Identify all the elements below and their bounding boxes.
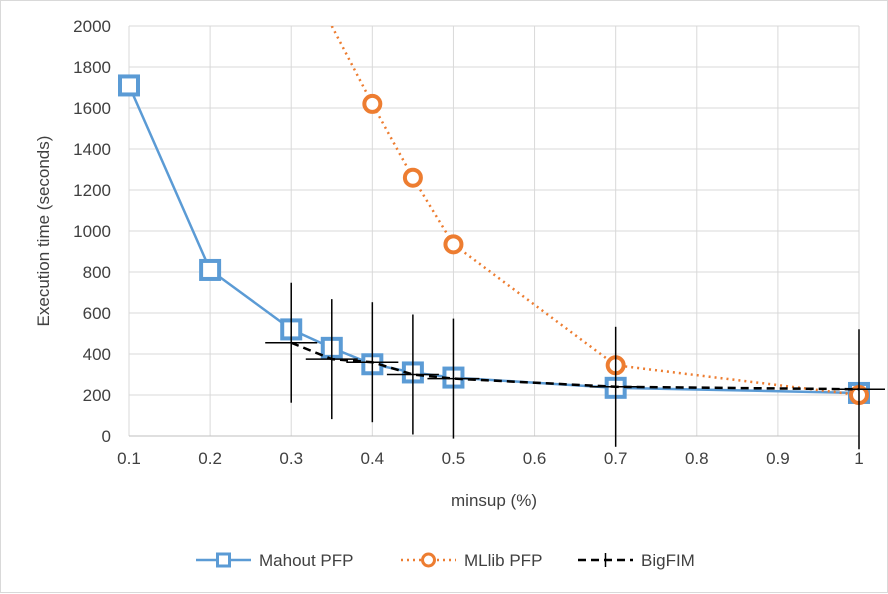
y-tick-label: 1800 (73, 58, 111, 77)
x-tick-label: 0.9 (766, 449, 790, 468)
legend-item-mllib-pfp: MLlib PFP (401, 551, 542, 570)
y-tick-label: 2000 (73, 17, 111, 36)
x-axis-title: minsup (%) (451, 491, 537, 510)
y-tick-label: 800 (83, 263, 111, 282)
bigfim-point (833, 329, 885, 450)
x-tick-label: 1 (854, 449, 863, 468)
y-tick-label: 1200 (73, 181, 111, 200)
y-tick-label: 1000 (73, 222, 111, 241)
y-tick-label: 1400 (73, 140, 111, 159)
mahout-pfp-line (127, 84, 860, 395)
series-mllib-pfp (330, 26, 869, 405)
y-tick-label: 400 (83, 345, 111, 364)
mllib-pfp-point (402, 167, 423, 188)
y-tick-labels: 0 200 400 600 800 1000 1200 1400 1600 1800 2000 (73, 17, 111, 446)
series-bigfim (265, 282, 885, 450)
legend-item-bigfim: BigFIM (578, 551, 695, 570)
y-axis-title: Execution time (seconds) (34, 136, 53, 327)
legend-item-mahout-pfp: Mahout PFP (196, 551, 354, 570)
bigfim-point (589, 326, 642, 447)
x-tick-label: 0.4 (361, 449, 385, 468)
series-mahout-pfp (118, 74, 870, 404)
mahout-pfp-point (199, 258, 222, 281)
mllib-pfp-line (330, 26, 860, 397)
y-tick-label: 1600 (73, 99, 111, 118)
mahout-pfp-point (118, 74, 140, 97)
x-tick-labels: 0.1 0.2 0.3 0.4 0.5 0.6 0.7 0.8 0.9 1 (117, 449, 864, 468)
x-tick-label: 0.5 (442, 449, 466, 468)
series (118, 26, 885, 450)
bigfim-point (265, 282, 318, 403)
mllib-pfp-point (362, 93, 383, 114)
bigfim-point (346, 302, 399, 423)
x-tick-label: 0.8 (685, 449, 709, 468)
x-tick-label: 0.3 (279, 449, 303, 468)
y-tick-label: 0 (102, 427, 111, 446)
x-tick-label: 0.6 (523, 449, 547, 468)
bigfim-point (427, 318, 480, 439)
legend-marker (421, 552, 436, 568)
x-tick-label: 0.7 (604, 449, 628, 468)
legend-label: BigFIM (641, 551, 695, 570)
bigfim-point (386, 314, 439, 435)
mllib-pfp-point (443, 234, 464, 255)
y-tick-label: 600 (83, 304, 111, 323)
legend-label: Mahout PFP (259, 551, 354, 570)
gridlines (128, 25, 860, 436)
x-tick-label: 0.1 (117, 449, 141, 468)
legend: Mahout PFP MLlib PFP BigFIM (196, 551, 695, 570)
bigfim-point (305, 299, 358, 420)
x-tick-label: 0.2 (198, 449, 222, 468)
legend-label: MLlib PFP (464, 551, 542, 570)
legend-marker (216, 552, 231, 568)
y-tick-label: 200 (83, 386, 111, 405)
